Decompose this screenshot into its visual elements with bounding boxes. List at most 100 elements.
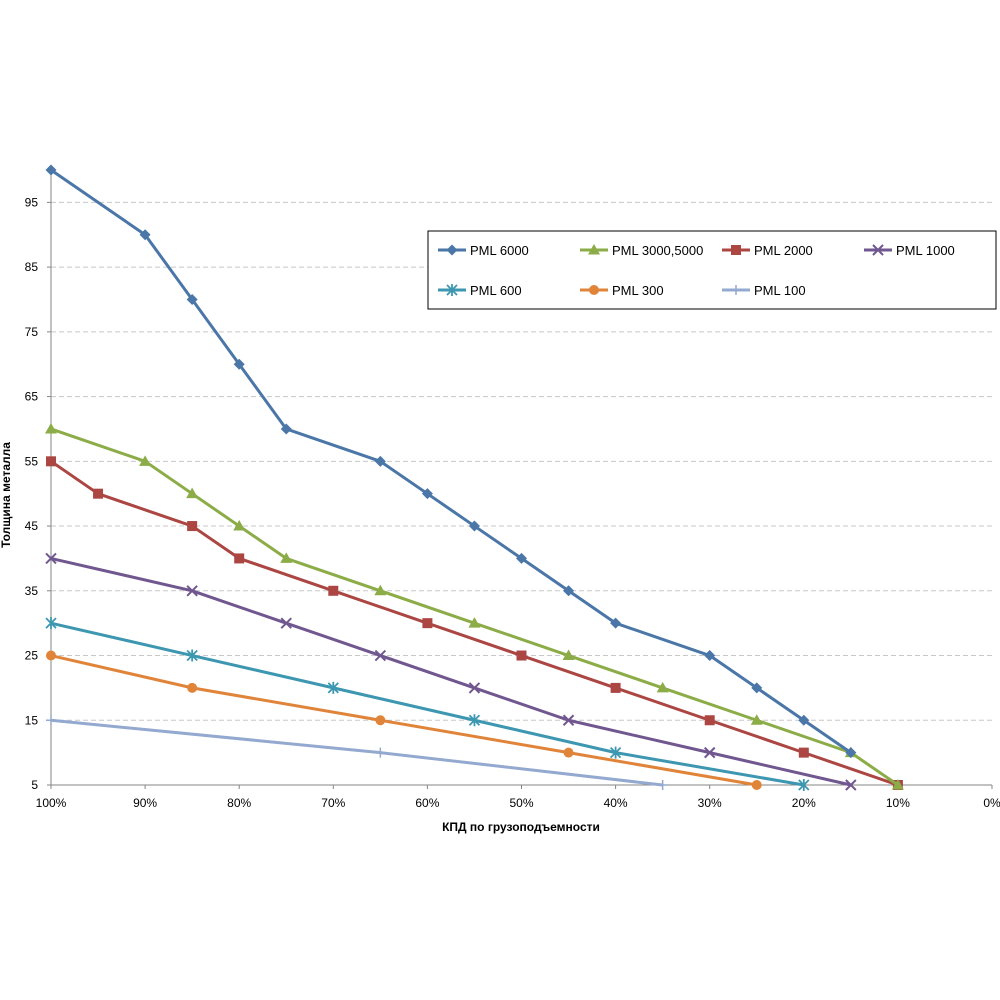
- legend-item-pml-2000: PML 2000: [722, 243, 813, 258]
- legend-label: PML 2000: [754, 243, 813, 258]
- data-point: [516, 650, 527, 661]
- data-point: [139, 455, 152, 466]
- series: [45, 164, 904, 791]
- data-point: [750, 714, 763, 725]
- data-point: [374, 649, 387, 662]
- legend-marker: [446, 244, 458, 256]
- data-point: [845, 747, 857, 759]
- data-point: [704, 650, 716, 662]
- y-ticks: 5 15 25 35 45 55 65 75 85 95: [25, 195, 51, 792]
- legend-box: [427, 230, 997, 310]
- legend-item-pml-3000-5000: PML 3000,5000: [580, 243, 703, 258]
- series-pml-3000-5000: [45, 422, 904, 790]
- data-point: [46, 456, 56, 467]
- legend-item-pml-300: PML 300: [580, 283, 664, 298]
- x-tick-label: 90%: [133, 796, 157, 810]
- data-point: [562, 649, 575, 661]
- legend-item-pml-6000: PML 6000: [438, 243, 529, 258]
- x-tick-label: 40%: [604, 796, 628, 810]
- legend-label: PML 600: [470, 283, 522, 298]
- y-tick-label: 75: [25, 325, 39, 339]
- data-point: [468, 520, 480, 532]
- legend-marker: [731, 285, 741, 295]
- data-point: [656, 681, 669, 693]
- data-point: [845, 779, 857, 791]
- x-tick-label: 30%: [698, 796, 722, 810]
- y-tick-label: 55: [25, 454, 39, 468]
- data-point: [703, 746, 716, 759]
- x-tick-label: 10%: [886, 796, 910, 810]
- data-point: [280, 617, 292, 629]
- data-point: [186, 649, 198, 662]
- series-pml-6000: [45, 164, 857, 759]
- data-point: [45, 617, 57, 630]
- x-tick-label: 80%: [227, 796, 251, 810]
- series-line: [50, 556, 852, 787]
- data-point: [421, 488, 433, 500]
- data-point: [610, 682, 621, 693]
- data-point: [468, 617, 481, 628]
- series-pml-600: [45, 617, 810, 791]
- legend-label: PML 100: [754, 283, 806, 298]
- data-point: [46, 715, 56, 726]
- x-tick-label: 70%: [321, 796, 345, 810]
- data-point: [328, 585, 339, 596]
- data-point: [798, 714, 810, 726]
- data-point: [516, 552, 527, 564]
- data-point: [609, 746, 622, 759]
- data-point: [704, 715, 715, 726]
- data-point: [233, 358, 245, 370]
- data-point: [45, 164, 57, 176]
- data-point: [891, 779, 904, 790]
- x-axis-title: КПД по грузоподъемности: [442, 820, 600, 834]
- y-tick-label: 35: [25, 584, 39, 598]
- data-point: [139, 229, 151, 241]
- data-point: [93, 488, 104, 499]
- data-point: [186, 293, 198, 305]
- data-point: [375, 715, 386, 726]
- series-line: [50, 621, 805, 787]
- y-tick-label: 95: [25, 195, 39, 209]
- data-point: [186, 585, 198, 597]
- legend-item-pml-100: PML 100: [722, 283, 806, 298]
- x-tick-label: 100%: [36, 796, 67, 810]
- series-line: [50, 427, 899, 787]
- y-tick-label: 65: [25, 390, 39, 404]
- data-point: [422, 618, 433, 629]
- data-point: [798, 779, 810, 791]
- legend-marker: [731, 245, 741, 255]
- series-pml-100: [46, 715, 668, 790]
- legend-marker: [446, 284, 458, 296]
- data-point: [563, 747, 574, 758]
- data-point: [280, 423, 292, 435]
- data-point: [186, 487, 199, 499]
- data-point: [610, 617, 622, 629]
- x-tick-label: 60%: [415, 796, 439, 810]
- data-point: [374, 584, 387, 596]
- legend-marker: [589, 285, 599, 295]
- legend-marker: [872, 244, 884, 256]
- legend-marker: [588, 244, 600, 255]
- data-point: [563, 585, 575, 597]
- data-point: [45, 552, 57, 565]
- data-point: [657, 780, 668, 790]
- y-tick-label: 85: [25, 260, 39, 274]
- x-tick-label: 20%: [792, 796, 816, 810]
- x-ticks: 100% 90% 80% 70% 60% 50% 40% 30% 20% 10% 0%: [36, 785, 1000, 810]
- y-axis-title: Толщина металла: [0, 442, 13, 548]
- data-point: [327, 681, 339, 694]
- legend-label: PML 1000: [896, 243, 955, 258]
- data-point: [751, 682, 763, 694]
- data-point: [374, 455, 386, 467]
- data-point: [562, 714, 575, 726]
- data-point: [187, 682, 198, 693]
- data-point: [234, 553, 245, 564]
- data-point: [798, 747, 809, 758]
- legend-label: PML 300: [612, 283, 664, 298]
- x-tick-label: 0%: [983, 796, 1000, 810]
- y-tick-label: 25: [25, 649, 39, 663]
- series-pml-300: [46, 650, 762, 790]
- data-point: [468, 682, 481, 694]
- data-point: [45, 422, 57, 434]
